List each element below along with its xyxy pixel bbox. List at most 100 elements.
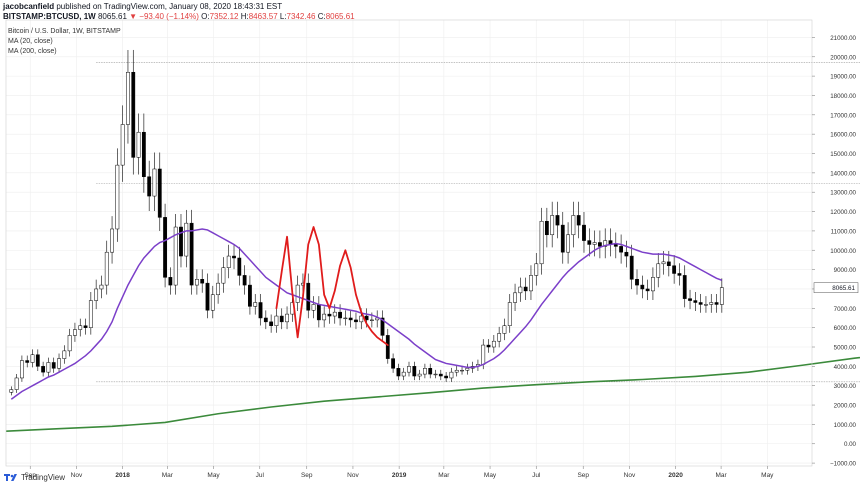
candle-body — [46, 362, 51, 373]
candle-body — [497, 333, 502, 342]
y-tick-label: 6000.00 — [834, 325, 857, 332]
candle-body — [375, 317, 380, 321]
footer-brand: TradingView — [21, 472, 66, 482]
chart-header: jacobcanfield published on TradingView.c… — [0, 0, 860, 22]
grid — [6, 20, 812, 466]
ma20-line — [10, 228, 723, 400]
candle-body — [41, 366, 46, 373]
y-tick-label: 16000.00 — [830, 132, 856, 139]
candle-body — [332, 311, 337, 317]
hand-drawn-paths[interactable] — [275, 226, 860, 346]
y-tick-label: 3000.00 — [834, 383, 857, 390]
candle-body — [507, 302, 512, 326]
candle-body — [338, 311, 342, 319]
candle-body — [20, 360, 24, 379]
candle-body — [481, 344, 486, 365]
open-value: 7352.12 — [209, 12, 239, 21]
candle-body — [242, 275, 247, 286]
candle-body — [248, 284, 252, 307]
candle-body — [645, 288, 650, 292]
x-tick-label: Mar — [715, 472, 727, 479]
candle-body — [232, 255, 236, 259]
candle-body — [513, 292, 517, 303]
candle-body — [136, 131, 141, 158]
candle-body — [295, 284, 300, 303]
y-tick-label: 14000.00 — [830, 170, 856, 177]
candle-body — [354, 319, 358, 323]
low-value: 7342.46 — [286, 12, 316, 21]
candle-body — [9, 389, 14, 393]
candle-body — [57, 358, 61, 369]
candle-body — [518, 286, 523, 294]
legend-ma200[interactable]: MA (200, close) — [8, 48, 57, 55]
candle-body — [598, 242, 602, 247]
fibonacci-levels[interactable]: 100.00%61.80%0.00% — [96, 61, 860, 386]
candle-body — [226, 255, 231, 268]
candle-body — [571, 215, 576, 236]
y-tick-label: −1000.00 — [830, 461, 857, 468]
x-tick-label: May — [761, 472, 774, 479]
x-tick-label: May — [484, 472, 497, 479]
candle-body — [624, 251, 629, 257]
candle-body — [210, 294, 215, 311]
candlesticks — [9, 49, 724, 396]
candle-body — [369, 319, 374, 321]
candle-body — [25, 360, 30, 363]
legend-symbol[interactable]: Bitcoin / U.S. Dollar, 1W, BITSTAMP — [8, 28, 121, 35]
y-tick-label: 21000.00 — [830, 35, 856, 42]
candle-body — [460, 369, 464, 372]
candle-body — [322, 313, 327, 321]
candle-body — [539, 220, 544, 265]
candle-body — [126, 71, 130, 125]
candle-body — [438, 373, 443, 377]
candle-body — [200, 279, 205, 284]
legend-ma20[interactable]: MA (20, close) — [8, 38, 53, 45]
candle-body — [417, 373, 422, 377]
x-tick-label: Sep — [301, 472, 313, 479]
candle-body — [316, 304, 321, 321]
candle-body — [465, 368, 470, 371]
candle-body — [502, 325, 507, 334]
y-tick-label: 12000.00 — [830, 209, 856, 216]
candle-body — [534, 263, 539, 276]
candle-body — [253, 302, 258, 307]
y-tick-label: 13000.00 — [830, 190, 856, 197]
candle-body — [78, 325, 83, 330]
candle-body — [672, 265, 677, 274]
y-tick-label: 7000.00 — [834, 306, 857, 313]
price-change: ▼ −93.40 (−1.14%) — [129, 12, 199, 21]
tradingview-logo-icon — [4, 474, 17, 481]
candle-body — [677, 273, 682, 276]
y-tick-label: 9000.00 — [834, 267, 857, 274]
candle-body — [195, 279, 199, 286]
candle-body — [67, 335, 72, 352]
candle-body — [544, 220, 549, 236]
candle-body — [454, 369, 459, 373]
candle-body — [529, 275, 533, 292]
candle-body — [582, 224, 586, 241]
candle-body — [412, 366, 417, 377]
candle-body — [423, 368, 427, 375]
candle-body — [603, 240, 608, 247]
author-name[interactable]: jacobcanfield — [3, 2, 55, 11]
candle-body — [576, 215, 581, 226]
candle-body — [237, 257, 242, 276]
x-tick-label: Nov — [347, 472, 359, 479]
x-tick-label: 2020 — [668, 472, 683, 479]
candle-body — [407, 366, 411, 373]
candle-body — [651, 277, 655, 292]
y-tick-label: 18000.00 — [830, 93, 856, 100]
candle-body — [709, 302, 714, 305]
candle-body — [640, 284, 645, 290]
y-tick-label: 20000.00 — [830, 54, 856, 61]
candle-body — [73, 329, 77, 336]
x-tick-label: Jul — [532, 472, 541, 479]
candle-body — [30, 354, 35, 363]
candle-body — [258, 302, 263, 319]
candle-body — [666, 261, 671, 266]
candle-body — [661, 261, 666, 265]
candle-body — [560, 224, 565, 253]
y-tick-label: 5000.00 — [834, 345, 857, 352]
candle-body — [688, 298, 692, 301]
